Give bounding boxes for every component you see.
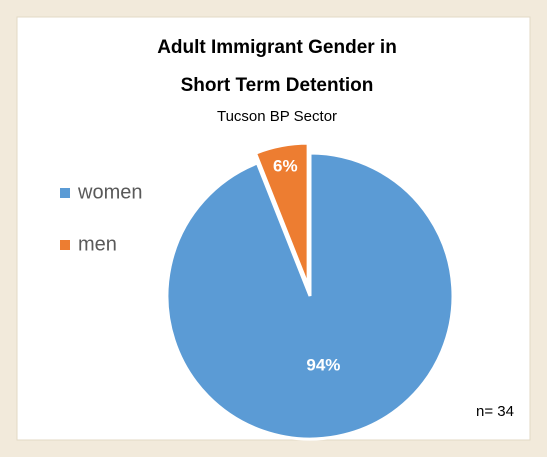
legend-swatch [60, 188, 70, 198]
legend-label: men [78, 233, 117, 255]
annotation: n= 34 [476, 403, 514, 420]
data-label: 6% [273, 156, 298, 175]
data-label: 94% [306, 356, 340, 375]
pie-slice [165, 151, 455, 441]
chart-title: Adult Immigrant Gender in [157, 37, 397, 58]
pie-slice [253, 141, 310, 287]
chart-subtitle: Tucson BP Sector [217, 108, 337, 125]
legend-swatch [60, 240, 70, 250]
chart-title: Short Term Detention [181, 75, 374, 96]
legend-label: women [77, 181, 142, 203]
